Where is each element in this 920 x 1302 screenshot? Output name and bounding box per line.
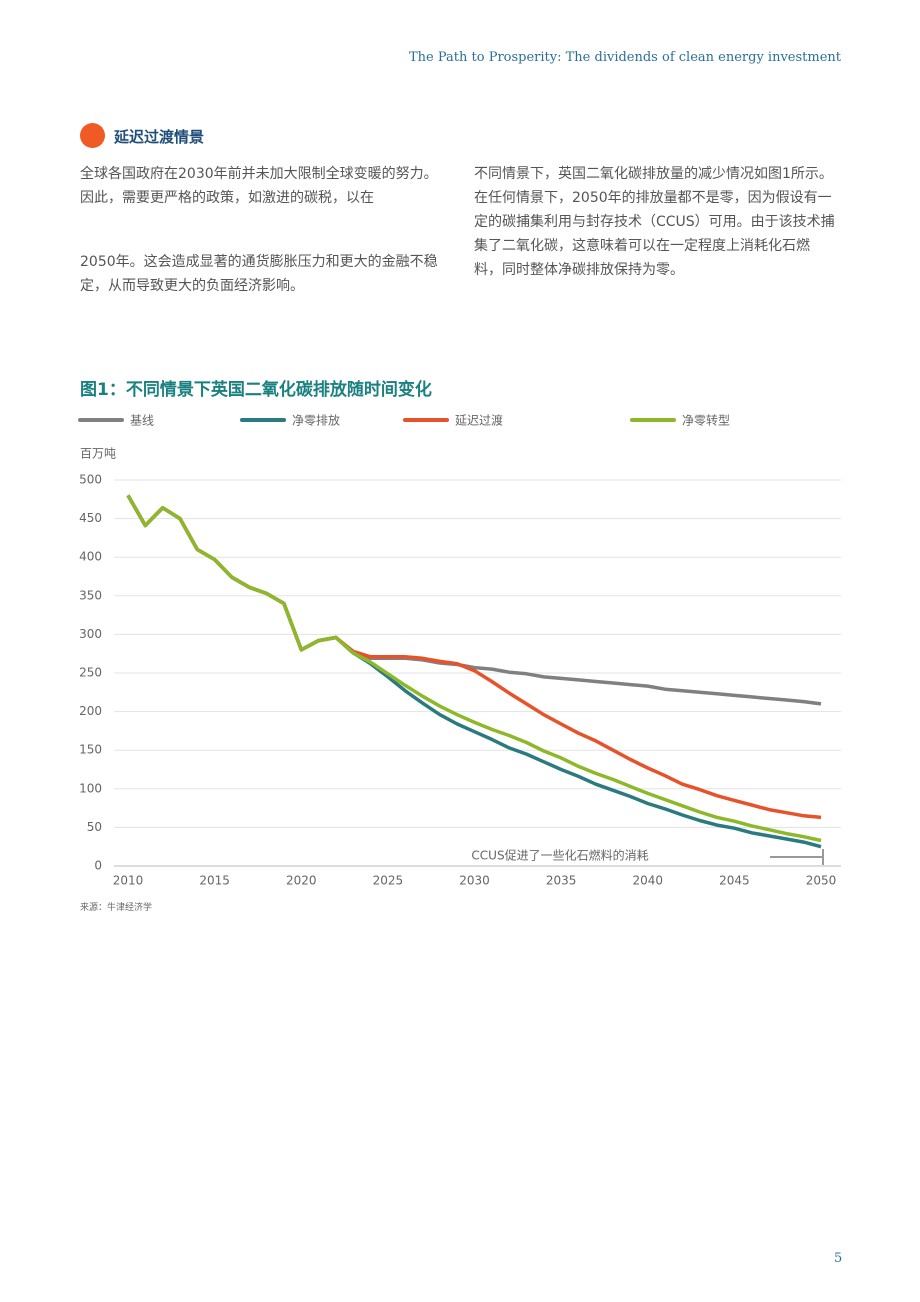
legend-label: 净零转型 [682,413,730,428]
paragraph: 全球各国政府在2030年前并未加大限制全球变暖的努力。因此，需要更严格的政策，如… [80,166,438,206]
y-tick-label: 250 [79,666,102,680]
header-title: The Path to Prosperity: The dividends of… [409,50,841,65]
y-tick-label: 100 [79,781,102,795]
x-tick-label: 2030 [459,874,490,888]
x-tick-label: 2050 [806,874,837,888]
y-tick-label: 400 [79,550,102,564]
annotation: CCUS促进了一些化石燃料的消耗 [471,848,648,863]
y-tick-label: 350 [79,588,102,602]
x-tick-label: 2025 [373,874,404,888]
y-tick-label: 0 [94,859,102,873]
legend-label: 基线 [130,414,154,428]
y-tick-label: 500 [79,473,102,487]
legend-label: 净零排放 [292,413,340,428]
y-tick-label: 50 [87,820,102,834]
source: 来源：牛津经济学 [80,903,153,913]
paragraph: 不同情景下，英国二氧化碳排放量的减少情况如图1所示。在任何情景下，2050年的排… [474,166,835,278]
x-tick-label: 2020 [286,874,317,888]
page-number: 5 [834,1251,843,1266]
y-tick-label: 300 [79,627,102,641]
y-tick-label: 450 [79,511,102,525]
y-tick-label: 150 [79,743,102,757]
x-tick-label: 2010 [113,874,144,888]
paragraph: 2050年。这会造成显著的通货膨胀压力和更大的金融不稳定，从而导致更大的负面经济… [80,254,438,294]
series-line [126,494,822,843]
section-heading: 延迟过渡情景 [114,128,205,146]
x-tick-label: 2015 [199,874,230,888]
x-tick-label: 2045 [719,874,750,888]
y-tick-label: 200 [79,704,102,718]
series-line [126,494,822,820]
y-axis-label: 百万吨 [80,447,116,461]
legend-label: 延迟过渡 [455,413,503,428]
figure-title: 图1：不同情景下英国二氧化碳排放随时间变化 [80,380,432,400]
x-tick-label: 2035 [546,874,577,888]
x-tick-label: 2040 [632,874,663,888]
section-bullet [80,123,105,148]
